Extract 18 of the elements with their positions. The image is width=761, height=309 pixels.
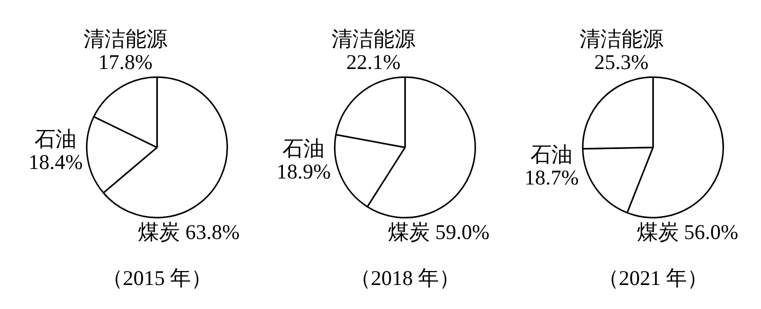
slice-label: 煤炭 59.0% (388, 220, 490, 244)
slice-label: 清洁能源 (331, 27, 416, 52)
slice-label: 石油 (530, 142, 573, 166)
slice-label: 清洁能源 (579, 27, 664, 52)
data-label: 17.8% (98, 50, 153, 74)
data-label: 22.1% (346, 50, 401, 74)
text: （2018 年） (350, 266, 460, 290)
data-label: 18.9% (276, 159, 331, 184)
text: （2015 年） (102, 266, 212, 290)
data-label: 18.7% (524, 165, 579, 190)
data-label: 25.3% (594, 50, 649, 74)
text: （2021 年） (598, 266, 708, 290)
data-label: 18.4% (28, 150, 83, 174)
slice-label: 清洁能源 (83, 27, 168, 52)
slice-label: 石油 (34, 126, 77, 151)
slice-label: 煤炭 56.0% (636, 220, 738, 244)
slice-label: 煤炭 63.8% (138, 220, 240, 244)
slice-label: 石油 (282, 136, 325, 160)
